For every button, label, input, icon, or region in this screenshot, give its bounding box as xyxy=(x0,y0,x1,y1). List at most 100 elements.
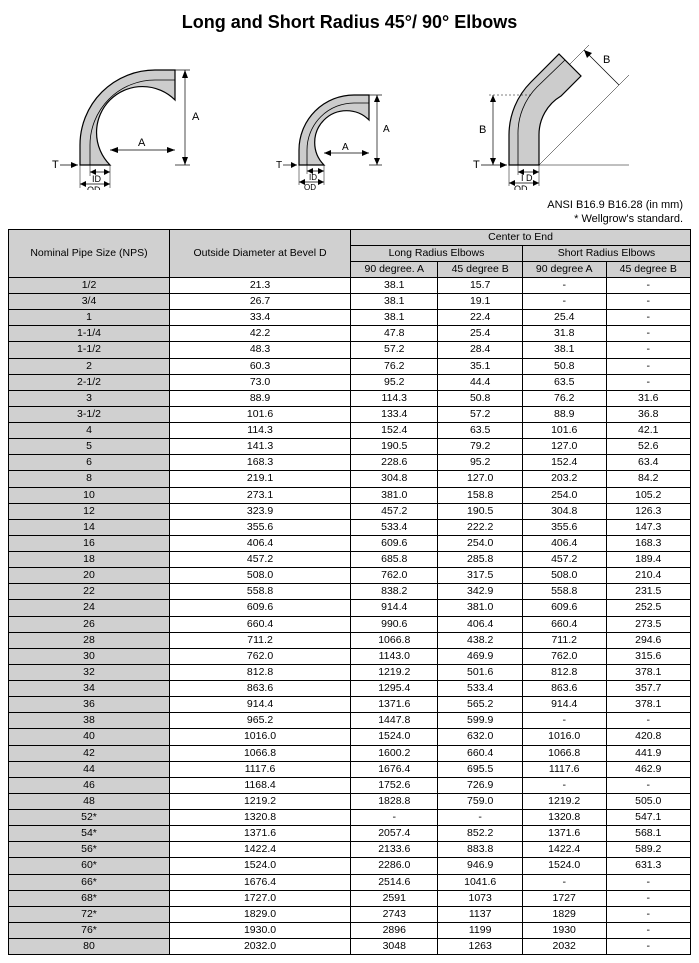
table-row: 1-1/442.247.825.431.8- xyxy=(9,326,691,342)
table-cell: 2-1/2 xyxy=(9,374,170,390)
table-cell: 599.9 xyxy=(438,713,522,729)
table-cell: 441.9 xyxy=(606,745,690,761)
table-cell: 965.2 xyxy=(169,713,350,729)
table-cell: - xyxy=(606,906,690,922)
table-cell: 60* xyxy=(9,858,170,874)
table-cell: 420.8 xyxy=(606,729,690,745)
table-cell: 252.5 xyxy=(606,600,690,616)
table-cell: 1137 xyxy=(438,906,522,922)
table-cell: 1295.4 xyxy=(351,681,438,697)
table-cell: 22 xyxy=(9,584,170,600)
svg-text:T: T xyxy=(276,160,282,171)
table-cell: 2591 xyxy=(351,890,438,906)
table-cell: 508.0 xyxy=(522,568,606,584)
table-row: 22558.8838.2342.9558.8231.5 xyxy=(9,584,691,600)
table-cell: 4 xyxy=(9,423,170,439)
table-row: 34863.61295.4533.4863.6357.7 xyxy=(9,681,691,697)
table-cell: 42.2 xyxy=(169,326,350,342)
table-cell: 457.2 xyxy=(169,552,350,568)
table-cell: 285.8 xyxy=(438,552,522,568)
table-cell: 568.1 xyxy=(606,826,690,842)
table-row: 68*1727.0259110731727- xyxy=(9,890,691,906)
table-cell: - xyxy=(606,874,690,890)
table-cell: 95.2 xyxy=(351,374,438,390)
table-row: 26660.4990.6406.4660.4273.5 xyxy=(9,616,691,632)
table-cell: 101.6 xyxy=(169,406,350,422)
table-cell: 114.3 xyxy=(169,423,350,439)
table-row: 24609.6914.4381.0609.6252.5 xyxy=(9,600,691,616)
table-cell: 1041.6 xyxy=(438,874,522,890)
table-cell: 60.3 xyxy=(169,358,350,374)
table-cell: - xyxy=(606,374,690,390)
table-cell: 1073 xyxy=(438,890,522,906)
table-cell: 47.8 xyxy=(351,326,438,342)
table-cell: 168.3 xyxy=(169,455,350,471)
table-cell: 1676.4 xyxy=(351,761,438,777)
table-row: 4114.3152.463.5101.642.1 xyxy=(9,423,691,439)
table-row: 12323.9457.2190.5304.8126.3 xyxy=(9,503,691,519)
table-row: 401016.01524.0632.01016.0420.8 xyxy=(9,729,691,745)
table-cell: 16 xyxy=(9,535,170,551)
table-cell: 63.5 xyxy=(438,423,522,439)
table-cell: 1829 xyxy=(522,906,606,922)
table-cell: 127.0 xyxy=(522,439,606,455)
table-row: 30762.01143.0469.9762.0315.6 xyxy=(9,648,691,664)
table-row: 76*1930.0289611991930- xyxy=(9,922,691,938)
table-cell: 1752.6 xyxy=(351,777,438,793)
table-cell: 355.6 xyxy=(169,519,350,535)
table-cell: 1422.4 xyxy=(169,842,350,858)
table-cell: 2514.6 xyxy=(351,874,438,890)
table-row: 16406.4609.6254.0406.4168.3 xyxy=(9,535,691,551)
table-cell: 1524.0 xyxy=(351,729,438,745)
table-cell: 25.4 xyxy=(522,310,606,326)
diagram-45: B B T I D OD xyxy=(469,45,649,190)
table-cell: 1930 xyxy=(522,922,606,938)
svg-text:B: B xyxy=(479,124,486,136)
col-od: Outside Diameter at Bevel D xyxy=(169,229,350,277)
table-cell: 609.6 xyxy=(169,600,350,616)
table-cell: 1/2 xyxy=(9,277,170,293)
table-cell: 219.1 xyxy=(169,471,350,487)
table-cell: 76.2 xyxy=(351,358,438,374)
table-cell: 101.6 xyxy=(522,423,606,439)
svg-text:ID: ID xyxy=(309,173,317,182)
table-row: 52*1320.8--1320.8547.1 xyxy=(9,810,691,826)
table-cell: 24 xyxy=(9,600,170,616)
diagram-90-long: A A T ID OD xyxy=(50,50,210,190)
table-cell: 914.4 xyxy=(169,697,350,713)
table-cell: 254.0 xyxy=(438,535,522,551)
elbow-dimensions-table: Nominal Pipe Size (NPS) Outside Diameter… xyxy=(8,229,691,956)
table-cell: 406.4 xyxy=(169,535,350,551)
svg-text:ID: ID xyxy=(92,174,102,184)
table-cell: 381.0 xyxy=(351,487,438,503)
table-cell: 990.6 xyxy=(351,616,438,632)
table-cell: 1066.8 xyxy=(169,745,350,761)
table-cell: 40 xyxy=(9,729,170,745)
table-cell: 10 xyxy=(9,487,170,503)
table-row: 18457.2685.8285.8457.2189.4 xyxy=(9,552,691,568)
table-cell: 222.2 xyxy=(438,519,522,535)
table-cell: 26.7 xyxy=(169,294,350,310)
table-cell: 68* xyxy=(9,890,170,906)
table-cell: - xyxy=(522,777,606,793)
table-cell: 231.5 xyxy=(606,584,690,600)
table-cell: 1143.0 xyxy=(351,648,438,664)
table-cell: 2743 xyxy=(351,906,438,922)
table-cell: 190.5 xyxy=(438,503,522,519)
table-cell: 323.9 xyxy=(169,503,350,519)
table-cell: 21.3 xyxy=(169,277,350,293)
table-cell: 457.2 xyxy=(351,503,438,519)
table-cell: 533.4 xyxy=(438,681,522,697)
svg-text:OD: OD xyxy=(304,183,316,190)
table-cell: 838.2 xyxy=(351,584,438,600)
table-row: 260.376.235.150.8- xyxy=(9,358,691,374)
table-cell: 711.2 xyxy=(522,632,606,648)
table-cell: 1727 xyxy=(522,890,606,906)
table-cell: 695.5 xyxy=(438,761,522,777)
table-cell: 631.3 xyxy=(606,858,690,874)
table-cell: 852.2 xyxy=(438,826,522,842)
table-cell: 609.6 xyxy=(351,535,438,551)
table-cell: 1676.4 xyxy=(169,874,350,890)
table-row: 8219.1304.8127.0203.284.2 xyxy=(9,471,691,487)
table-cell: 1524.0 xyxy=(522,858,606,874)
